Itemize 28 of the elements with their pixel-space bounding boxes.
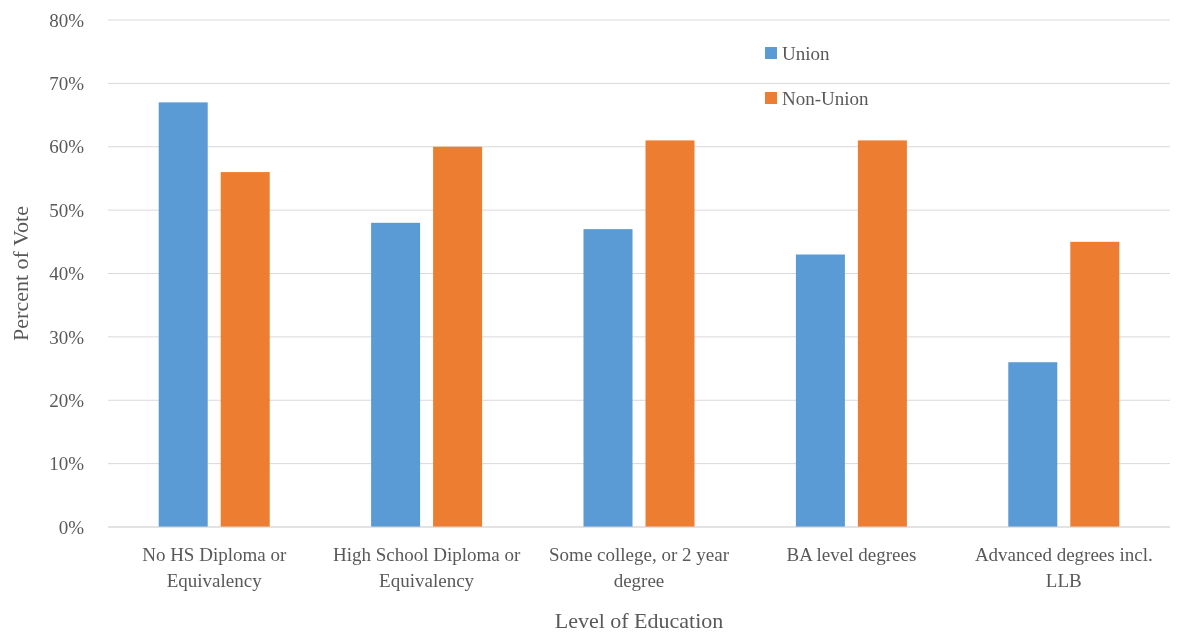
x-tick-label: No HS Diploma or Equivalency	[142, 544, 287, 591]
y-axis-title: Percent of Vote	[8, 206, 33, 341]
y-tick-label: 60%	[49, 136, 85, 158]
y-tick-label: 30%	[49, 326, 85, 348]
bar	[857, 140, 907, 527]
legend-label: Union	[782, 42, 830, 64]
y-tick-label: 80%	[49, 9, 85, 31]
bar	[158, 102, 208, 527]
y-tick-label: 70%	[49, 73, 85, 95]
bar	[433, 146, 483, 527]
bar	[371, 222, 421, 527]
x-axis-title: Level of Education	[554, 608, 724, 633]
x-tick-label: High School Diploma or Equivalency	[332, 544, 521, 591]
x-tick-label: BA level degrees	[786, 544, 917, 565]
y-tick-label: 40%	[49, 263, 85, 285]
y-tick-label: 20%	[49, 389, 85, 411]
bar	[1008, 362, 1058, 527]
bar	[583, 229, 633, 527]
y-tick-label: 10%	[49, 453, 85, 475]
bar	[645, 140, 695, 527]
bar	[795, 254, 845, 527]
bar	[1070, 241, 1120, 527]
x-tick-label: Advanced degrees incl. LLB	[974, 544, 1153, 591]
legend-label: Non-Union	[782, 87, 870, 109]
bar	[220, 172, 270, 527]
y-tick-label: 50%	[49, 199, 85, 221]
x-tick-label: Some college, or 2 year degree	[549, 544, 730, 591]
y-tick-label: 0%	[58, 516, 85, 538]
